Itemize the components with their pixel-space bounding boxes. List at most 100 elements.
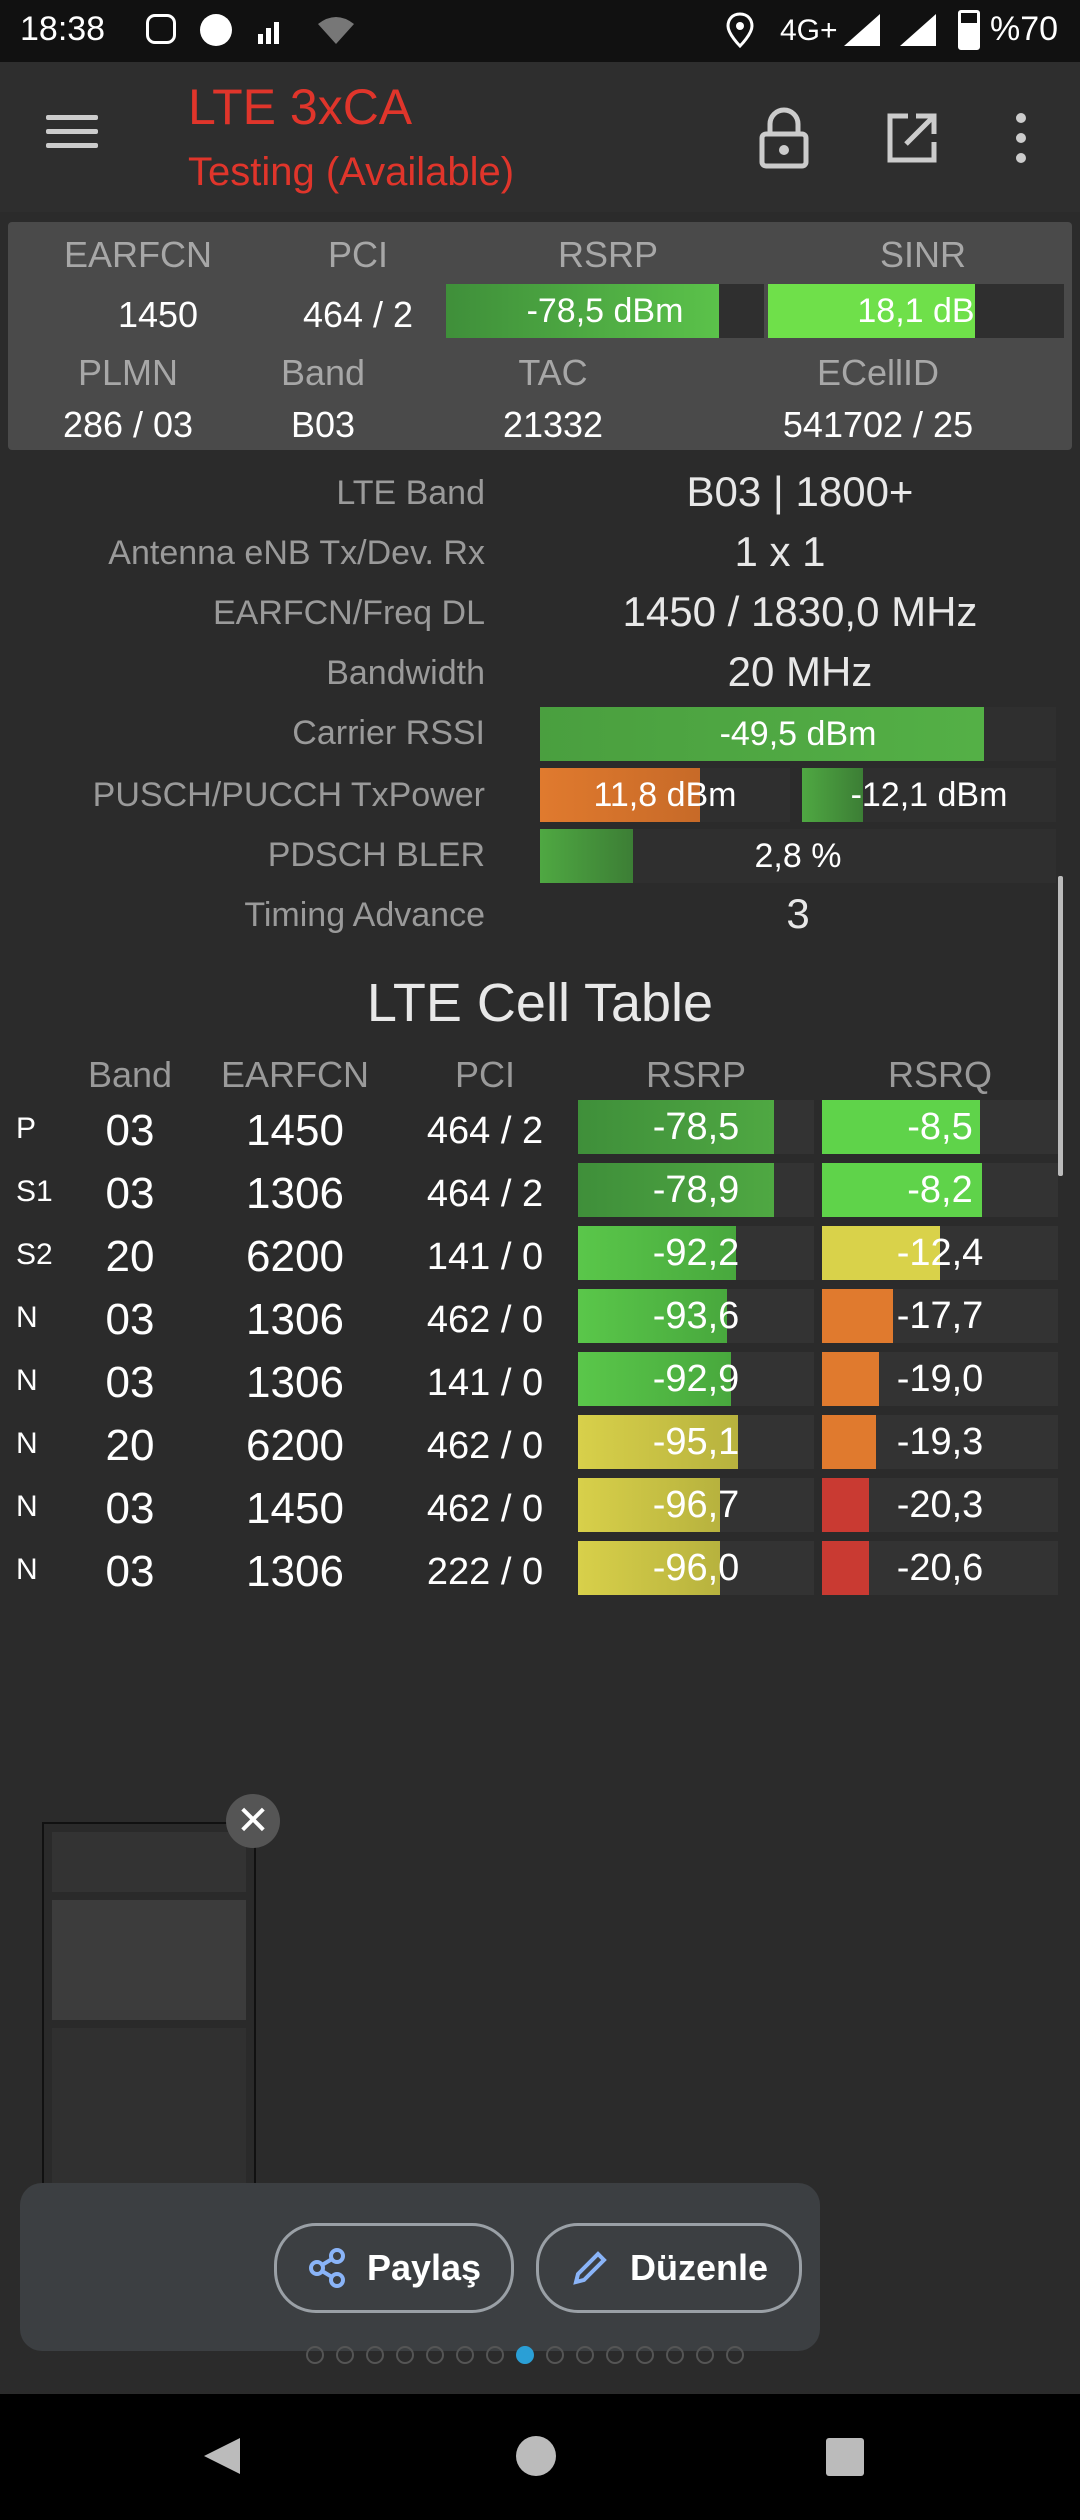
row-earfcn: 1306 [246, 1295, 344, 1344]
rssi-label: Carrier RSSI [292, 714, 485, 752]
row-rsrq-fill [822, 1541, 869, 1595]
close-icon[interactable]: ✕ [226, 1794, 280, 1848]
row-rsrp-bar: -95,1 [578, 1415, 814, 1469]
signal-icon-2 [898, 12, 938, 48]
row-rsrq-fill [822, 1163, 982, 1217]
row-band: 03 [105, 1358, 155, 1407]
row-band: 03 [105, 1169, 155, 1218]
plmn-value: 286 / 03 [62, 404, 194, 445]
row-rsrp-bar: -93,6 [578, 1289, 814, 1343]
toolbar [0, 62, 1080, 212]
bler-bar-fill [540, 829, 633, 883]
bler-bar: 2,8 % [540, 829, 1056, 883]
share-button[interactable]: Paylaş [274, 2223, 514, 2313]
row-earfcn: 1306 [246, 1547, 344, 1596]
pusch-value: 11,8 dBm [593, 775, 737, 814]
row-pci: 222 / 0 [426, 1551, 544, 1593]
open-external-icon[interactable] [884, 110, 940, 166]
pusch-bar-fill [540, 768, 700, 822]
bler-value: 2,8 % [754, 836, 842, 875]
row-earfcn: 1450 [246, 1106, 344, 1155]
battery-icon [958, 10, 980, 50]
row-rsrp: -95,1 [652, 1420, 740, 1463]
row-rsrq-bar: -12,4 [822, 1226, 1058, 1280]
row-earfcn: 6200 [246, 1232, 344, 1281]
row-rsrq-bar: -8,2 [822, 1163, 1058, 1217]
row-rsrq-bar: -20,3 [822, 1478, 1058, 1532]
row-rsrq-fill [822, 1100, 980, 1154]
scrollbar[interactable] [1058, 876, 1063, 1176]
ecellid-value: 541702 / 25 [782, 404, 974, 445]
row-rsrq: -17,7 [896, 1294, 984, 1337]
earfcn-value: 1450 [117, 294, 199, 335]
row-rsrp-fill [578, 1478, 720, 1532]
edit-label: Düzenle [629, 2247, 769, 2288]
cell-table-title: LTE Cell Table [366, 973, 714, 1033]
rssi-value: -49,5 dBm [719, 714, 877, 753]
tac-label: TAC [518, 352, 588, 393]
lte-band-value: B03 | 1800+ [686, 468, 914, 515]
bandwidth-label: Bandwidth [326, 654, 485, 692]
row-rsrp-bar: -96,0 [578, 1541, 814, 1595]
header-earfcn: EARFCN [220, 1054, 369, 1095]
lock-icon[interactable] [756, 106, 812, 170]
row-rsrp-bar: -92,2 [578, 1226, 814, 1280]
rsrp-label: RSRP [557, 234, 659, 275]
wifi-off-icon [316, 14, 356, 46]
antenna-label: Antenna eNB Tx/Dev. Rx [108, 534, 485, 572]
rssi-bar-fill [540, 707, 984, 761]
home-icon[interactable] [516, 2436, 556, 2476]
row-rsrq: -20,3 [896, 1483, 984, 1526]
band-label: Band [280, 352, 366, 393]
row-rsrq-fill [822, 1352, 879, 1406]
row-rsrq-bar: -19,3 [822, 1415, 1058, 1469]
row-rsrp-fill [578, 1226, 736, 1280]
signal-small-icon [256, 14, 288, 46]
row-rsrp: -78,9 [652, 1168, 740, 1211]
row-rsrq: -8,2 [907, 1168, 973, 1211]
app-title: LTE 3xCA [188, 79, 413, 135]
earfcn-freq-label: EARFCN/Freq DL [212, 594, 485, 632]
row-rsrp: -78,5 [652, 1105, 740, 1148]
sinr-label: SINR [879, 234, 966, 275]
sinr-bar-fill [768, 284, 976, 338]
row-type: N [16, 1553, 38, 1586]
battery-level: %70 [990, 10, 1059, 48]
row-rsrp-bar: -78,5 [578, 1100, 814, 1154]
header-rsrp: RSRP [645, 1054, 747, 1095]
row-rsrq-bar: -8,5 [822, 1100, 1058, 1154]
share-panel: Paylaş Düzenle [20, 2183, 820, 2351]
back-icon[interactable] [200, 2434, 244, 2478]
pusch-bar: 11,8 dBm [540, 768, 790, 822]
row-rsrp-bar: -96,7 [578, 1478, 814, 1532]
pucch-bar-fill [802, 768, 863, 822]
row-type: N [16, 1364, 38, 1397]
row-rsrp: -92,2 [652, 1231, 740, 1274]
row-rsrp-fill [578, 1352, 731, 1406]
header-rsrq: RSRQ [887, 1054, 992, 1095]
row-band: 20 [105, 1421, 155, 1470]
row-type: S2 [16, 1238, 53, 1271]
edit-button[interactable]: Düzenle [536, 2223, 802, 2313]
menu-icon[interactable] [46, 106, 98, 157]
row-rsrq-fill [822, 1226, 940, 1280]
row-type: P [16, 1112, 37, 1145]
share-icon [308, 2248, 345, 2288]
pucch-value: -12,1 dBm [850, 775, 1008, 814]
row-rsrp: -93,6 [652, 1294, 740, 1337]
row-earfcn: 1450 [246, 1484, 344, 1533]
rsrp-value: -78,5 dBm [526, 291, 684, 330]
more-vert-icon[interactable] [1014, 110, 1028, 166]
row-rsrq: -12,4 [896, 1231, 984, 1274]
row-band: 03 [105, 1484, 155, 1533]
lte-band-label: LTE Band [336, 474, 485, 512]
header-pci: PCI [454, 1054, 515, 1095]
pci-value: 464 / 2 [302, 294, 414, 335]
recents-icon[interactable] [826, 2438, 864, 2476]
pencil-icon [573, 2251, 607, 2285]
row-rsrq-bar: -19,0 [822, 1352, 1058, 1406]
row-earfcn: 1306 [246, 1169, 344, 1218]
row-pci: 462 / 0 [426, 1425, 544, 1467]
network-type: 4G+ [780, 14, 838, 47]
preview-header [52, 1832, 246, 1892]
